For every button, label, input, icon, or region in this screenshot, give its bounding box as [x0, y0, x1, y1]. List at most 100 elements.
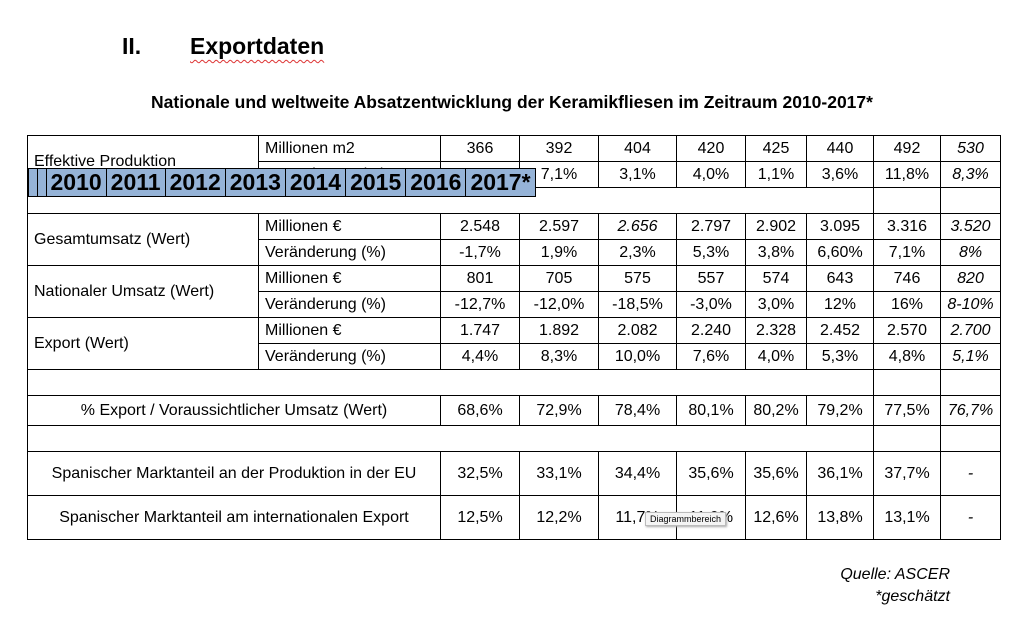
value-cell: -12,7%: [440, 291, 520, 318]
header-empty: [27, 168, 38, 197]
value-cell: 5,3%: [806, 343, 874, 370]
unit-label: Millionen €: [258, 265, 441, 292]
value-cell: 7,1%: [873, 239, 941, 266]
note: *geschätzt: [875, 588, 950, 605]
value-cell: 36,1%: [806, 451, 874, 496]
value-cell: 16%: [873, 291, 941, 318]
value-cell: 80,1%: [676, 395, 746, 426]
header-cell: 2012: [164, 168, 226, 197]
value-cell: 392: [519, 135, 599, 162]
value-cell: 3,0%: [745, 291, 807, 318]
value-cell: 3,8%: [745, 239, 807, 266]
value-cell: -3,0%: [676, 291, 746, 318]
value-cell: 705: [519, 265, 599, 292]
table-row: % Export / Voraussichtlicher Umsatz (Wer…: [27, 395, 1001, 426]
ratio-label: % Export / Voraussichtlicher Umsatz (Wer…: [27, 395, 441, 426]
table-row: [27, 369, 1001, 396]
table-row: Veränderung (%) -1,7% 1,9% 2,3% 5,3% 3,8% 6,60…: [28, 239, 1001, 266]
heading-title: Exportdaten: [190, 33, 325, 59]
value-cell: 68,6%: [440, 395, 520, 426]
value-cell: 4,4%: [440, 343, 520, 370]
value-cell: 33,1%: [519, 451, 599, 496]
value-cell: 12,6%: [745, 495, 807, 540]
value-cell: 12,2%: [519, 495, 599, 540]
blank-cell: [873, 369, 941, 396]
value-cell: 8-10%: [940, 291, 1001, 318]
source: Quelle: ASCER: [840, 566, 950, 583]
value-cell: -: [940, 451, 1001, 496]
blank-cell: [873, 187, 941, 214]
heading-number: II.: [122, 33, 142, 59]
blank-cell: [940, 187, 1001, 214]
value-cell: 4,0%: [676, 161, 746, 188]
blank-cell: [940, 369, 1001, 396]
value-cell: 366: [440, 135, 520, 162]
group-label: Export (Wert): [27, 317, 259, 370]
unit-label: Veränderung (%): [258, 291, 441, 318]
header-cell: 2014: [284, 168, 347, 197]
value-cell: 8%: [940, 239, 1001, 266]
header-cell: 2013: [224, 168, 286, 197]
value-cell: 76,7%: [940, 395, 1001, 426]
ratio-label: Spanischer Marktanteil an der Produktion…: [27, 451, 441, 496]
value-cell: 2,3%: [598, 239, 677, 266]
value-cell: 557: [676, 265, 746, 292]
value-cell: 77,5%: [873, 395, 941, 426]
value-cell: 3,1%: [598, 161, 677, 188]
table-row: Spanischer Marktanteil am internationale…: [27, 495, 1001, 540]
data-table: 2010 2011 2012 2013 2014 2015 2016 2017* Effekti…: [27, 135, 1001, 540]
group-label: Gesamtumsatz (Wert): [27, 213, 259, 266]
group-label: Nationaler Umsatz (Wert): [27, 265, 259, 318]
value-cell: 3.316: [873, 213, 941, 240]
value-cell: 34,4%: [598, 451, 677, 496]
blank-cell: [940, 425, 1001, 452]
value-cell: 2.328: [745, 317, 807, 344]
header-cell: 2011: [105, 168, 166, 197]
value-cell: 3.520: [940, 213, 1001, 240]
value-cell: 820: [940, 265, 1001, 292]
header-cell: 2017*: [465, 168, 536, 197]
value-cell: 5,1%: [940, 343, 1001, 370]
unit-label: Veränderung (%): [258, 239, 441, 266]
unit-label: Millionen m2: [258, 135, 441, 162]
value-cell: 6,60%: [806, 239, 874, 266]
header-cell: 2015: [345, 168, 407, 197]
table-row: 2010 2011 2012 2013 2014 2015 2016 2017*: [27, 168, 536, 197]
table-row: Spanischer Marktanteil an der Produktion…: [27, 451, 1001, 496]
table-title: Nationale und weltweite Absatzentwicklun…: [151, 92, 873, 112]
value-cell: 10,0%: [598, 343, 677, 370]
value-cell: 80,2%: [745, 395, 807, 426]
value-cell: 37,7%: [873, 451, 941, 496]
table-row: Veränderung (%) -12,7% -12,0% -18,5% -3,0% 3,…: [28, 291, 1001, 318]
value-cell: 7,6%: [676, 343, 746, 370]
value-cell: 11,8%: [873, 161, 941, 188]
ratio-label: Spanischer Marktanteil am internationale…: [27, 495, 441, 540]
value-cell: -: [940, 495, 1001, 540]
value-cell: 8,3%: [940, 161, 1001, 188]
header-empty: [36, 168, 47, 197]
value-cell: 801: [440, 265, 520, 292]
value-cell: 2.700: [940, 317, 1001, 344]
value-cell: -12,0%: [519, 291, 599, 318]
value-cell: 425: [745, 135, 807, 162]
value-cell: 404: [598, 135, 677, 162]
unit-label: Millionen €: [258, 213, 441, 240]
blank-cell: [27, 369, 874, 396]
value-cell: 78,4%: [598, 395, 677, 426]
value-cell: -1,7%: [440, 239, 520, 266]
table-row: Gesamtumsatz (Wert) Millionen €2.548 2.597…: [27, 213, 1001, 266]
value-cell: 13,1%: [873, 495, 941, 540]
table-row: Nationaler Umsatz (Wert) Millionen €801 70…: [27, 265, 1001, 318]
value-cell: 746: [873, 265, 941, 292]
value-cell: 79,2%: [806, 395, 874, 426]
value-cell: 2.597: [519, 213, 599, 240]
value-cell: 8,3%: [519, 343, 599, 370]
value-cell: 2.656: [598, 213, 677, 240]
value-cell: 1,9%: [519, 239, 599, 266]
value-cell: 35,6%: [676, 451, 746, 496]
header-cell: 2010: [45, 168, 107, 197]
value-cell: 2.082: [598, 317, 677, 344]
value-cell: 4,8%: [873, 343, 941, 370]
table-row: Export (Wert) Millionen €1.747 1.892 2.082 2…: [27, 317, 1001, 370]
value-cell: 530: [940, 135, 1001, 162]
